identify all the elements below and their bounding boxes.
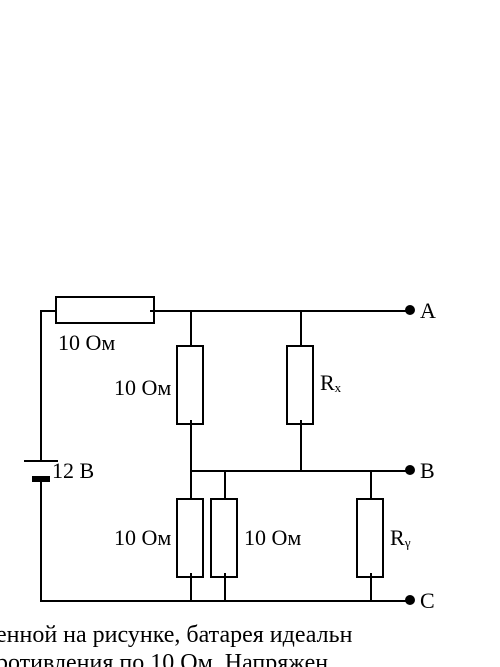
wire-left-rail-upper [40,310,42,460]
battery-label: 12 В [52,458,94,484]
resistor-10ohm-bc-right [210,498,238,578]
wire-rx-bot [300,420,302,470]
circuit-diagram: { "layout": { "x_left_rail": 40, "x_bran… [0,0,500,667]
wire-bc-right-bot [224,573,226,600]
wire-branch1-bot [190,420,192,470]
wire-ry-bot [370,573,372,600]
cropped-text-line2: ротивления по 10 Ом. Напряжен [0,650,328,667]
wire-mid [190,470,410,472]
resistor-rx [286,345,314,425]
resistor-10ohm-bc-left-label: 10 Ом [114,525,171,551]
node-a-label: A [420,298,436,324]
resistor-ry [356,498,384,578]
resistor-10ohm-ab [176,345,204,425]
wire-bc-left-bot [190,573,192,600]
resistor-top-10ohm [55,296,155,324]
resistor-rx-label: Rₓ [320,370,341,396]
resistor-10ohm-bc-left [176,498,204,578]
node-a-dot [405,305,415,315]
wire-rx-top [300,310,302,350]
wire-branch1-top [190,310,192,350]
resistor-ry-label: Rᵧ [390,525,411,551]
wire-bottom [40,600,410,602]
node-c-label: C [420,588,435,614]
node-c-dot [405,595,415,605]
node-b-label: B [420,458,435,484]
wire-top-right [150,310,410,312]
resistor-top-label: 10 Ом [58,330,115,356]
node-b-dot [405,465,415,475]
resistor-10ohm-ab-label: 10 Ом [114,375,171,401]
resistor-10ohm-bc-right-label: 10 Ом [244,525,301,551]
cropped-text-line1: енной на рисунке, батарея идеальн [0,622,352,649]
wire-left-rail-lower [40,482,42,600]
